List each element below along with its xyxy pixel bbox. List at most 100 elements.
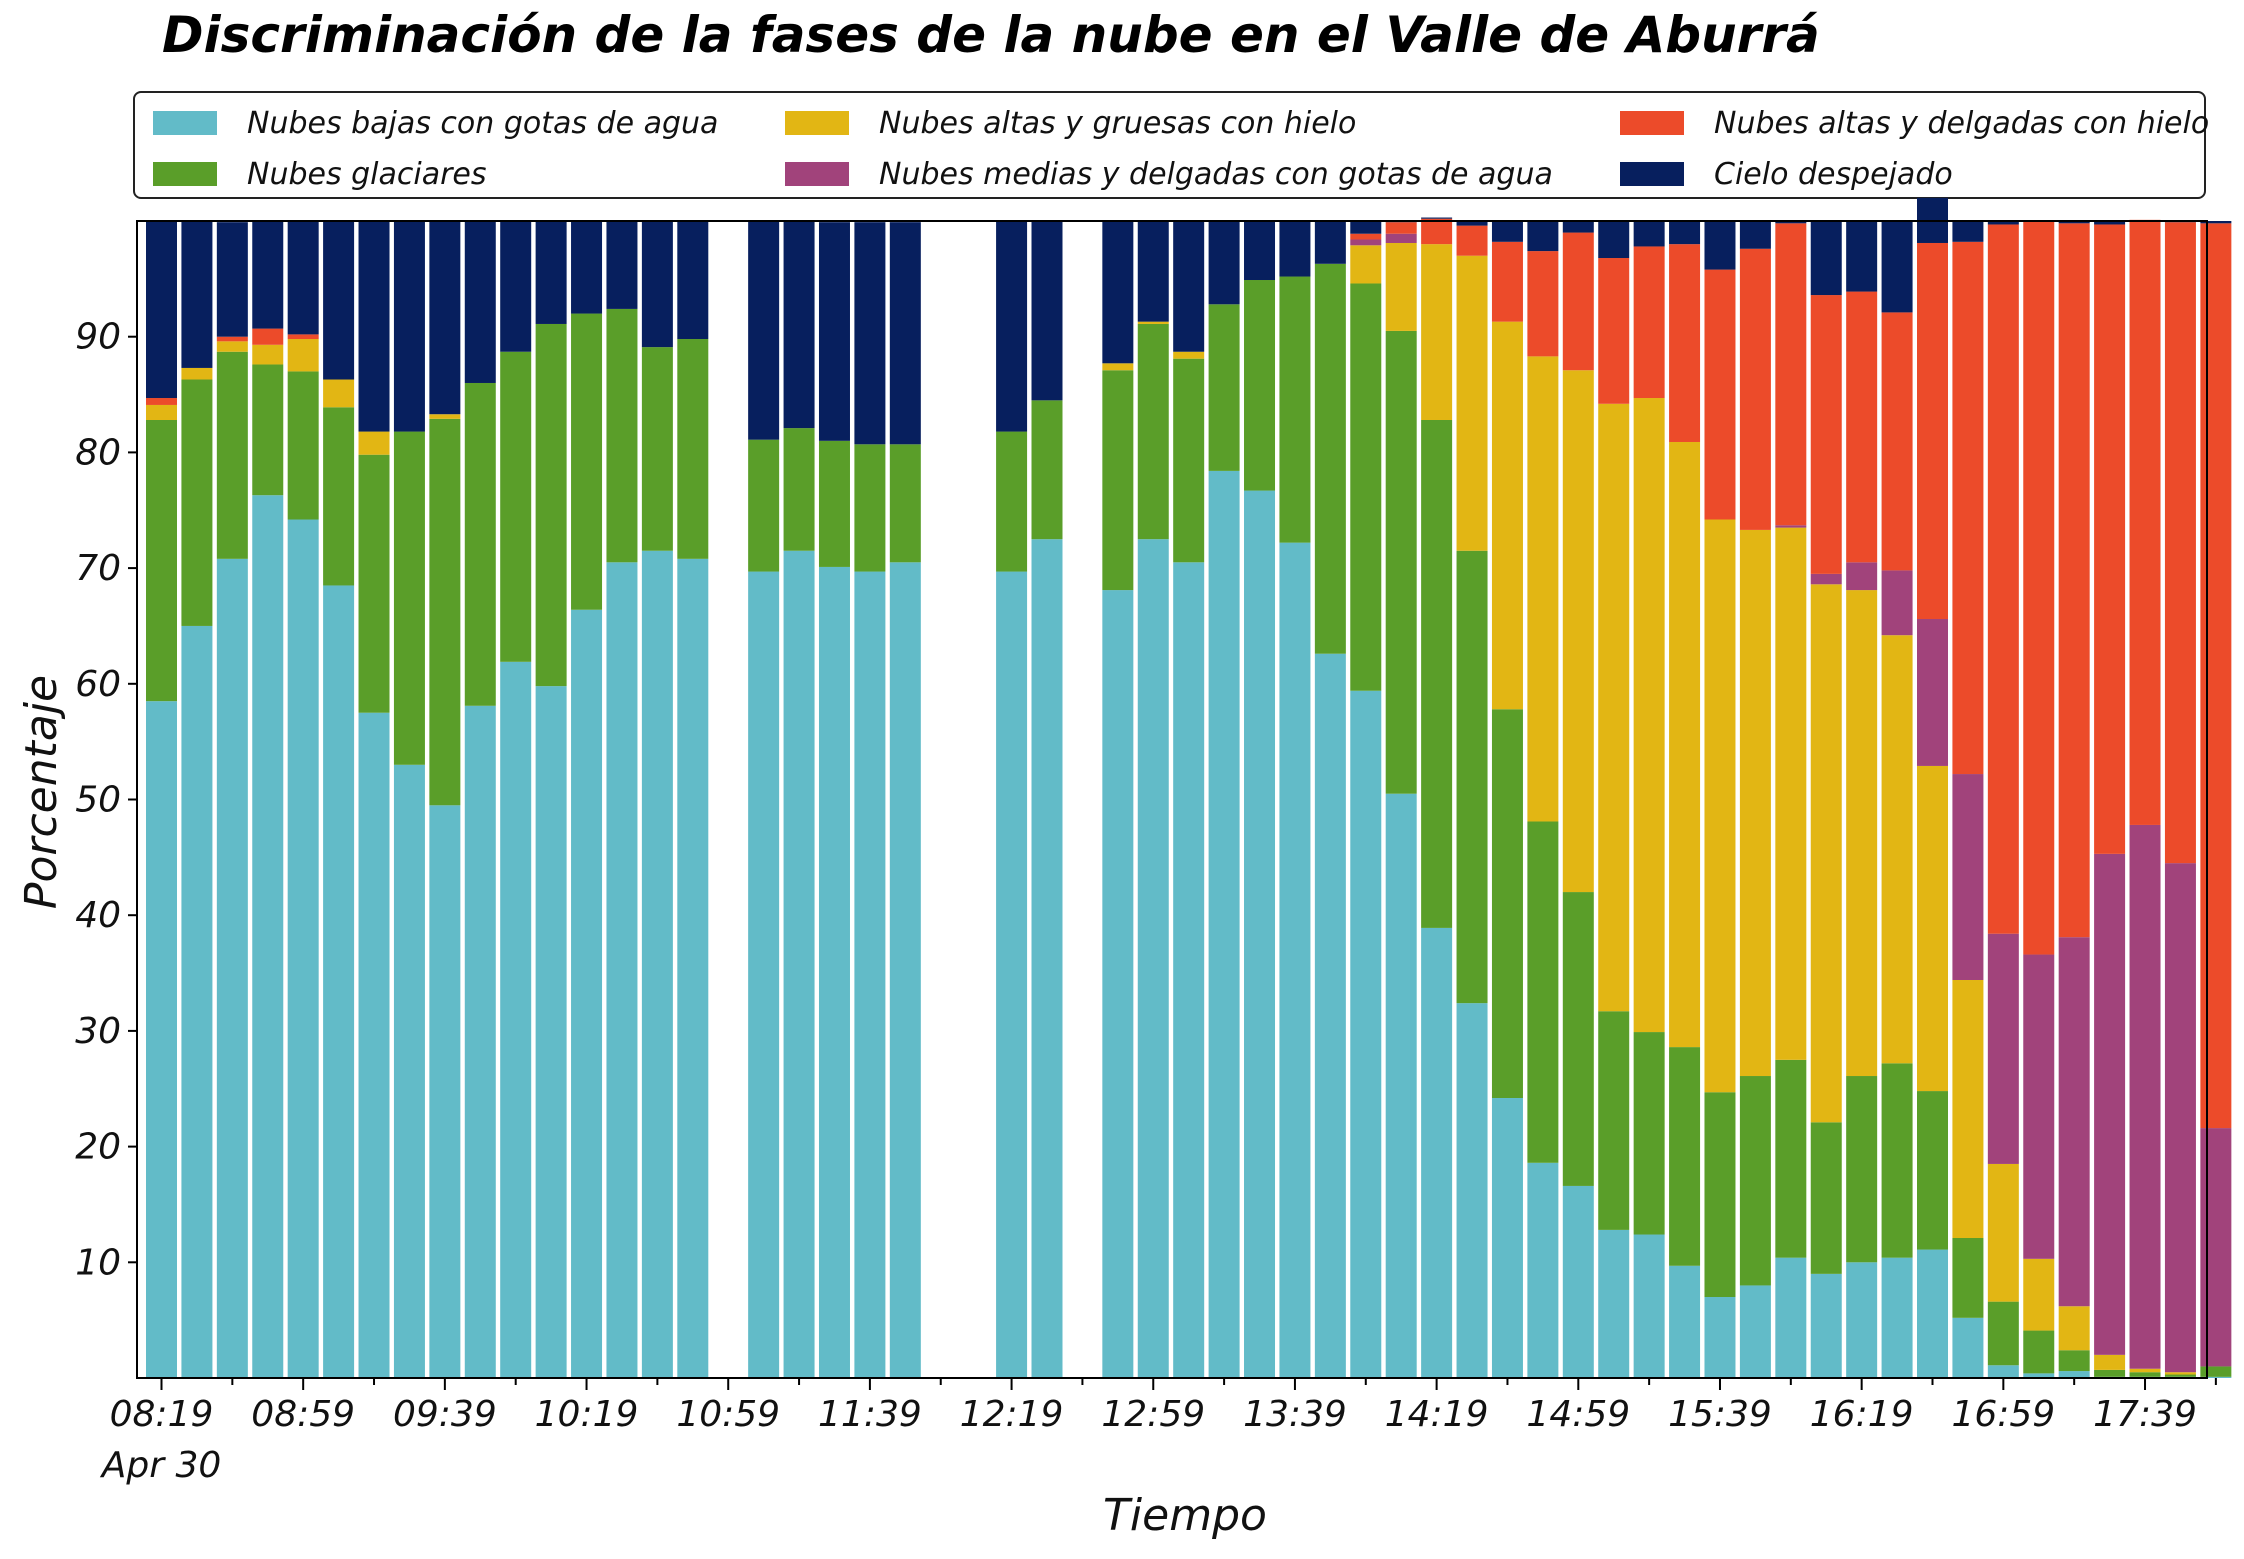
bar-segment xyxy=(252,364,284,496)
bar-segment xyxy=(146,398,177,405)
bar-segment xyxy=(252,221,284,329)
bar-segment xyxy=(1952,979,1984,1238)
bar-segment xyxy=(2164,1374,2196,1377)
bar-segment xyxy=(393,221,425,432)
x-tick-date-label: Apr 30 xyxy=(100,1445,222,1486)
bar-segment xyxy=(1244,490,1276,1379)
bar-segment xyxy=(1385,793,1417,1378)
bar-segment xyxy=(1881,221,1913,313)
bar-segment xyxy=(1527,1162,1559,1378)
bar-segment xyxy=(1102,370,1134,591)
bar-segment xyxy=(1810,1273,1842,1378)
bar-segment xyxy=(1704,269,1736,520)
bar-segment xyxy=(1846,291,1878,563)
bar-segment xyxy=(1739,529,1771,1077)
bar-segment xyxy=(2094,853,2126,1355)
bars-layer xyxy=(146,197,2232,1379)
bar-segment xyxy=(996,221,1028,432)
bar-segment xyxy=(464,221,496,383)
bar-segment xyxy=(1421,927,1453,1378)
bar-segment xyxy=(1421,218,1453,245)
bar-segment xyxy=(358,454,390,713)
bar-segment xyxy=(2129,824,2161,1369)
legend-label: Nubes altas y gruesas con hielo xyxy=(879,105,1357,141)
y-tick-label: 90 xyxy=(75,317,121,358)
bar-segment xyxy=(1350,221,1382,234)
legend-label: Nubes medias y delgadas con gotas de agu… xyxy=(879,156,1553,192)
legend-swatch xyxy=(785,111,849,135)
bar-segment xyxy=(2200,221,2232,224)
y-tick-label: 20 xyxy=(75,1127,121,1168)
bar-segment xyxy=(252,344,284,365)
bar-segment xyxy=(358,431,390,455)
bar-segment xyxy=(1917,1249,1948,1378)
bar-segment xyxy=(287,221,319,335)
bar-segment xyxy=(641,550,673,1378)
bar-segment xyxy=(818,440,850,567)
y-tick-label: 40 xyxy=(75,895,121,936)
bar-segment xyxy=(1491,321,1523,710)
legend-swatch xyxy=(153,111,217,135)
bar-segment xyxy=(358,712,390,1378)
bar-segment xyxy=(1456,1003,1488,1378)
x-tick-label: 09:39 xyxy=(393,1394,497,1435)
y-tick-label: 70 xyxy=(75,548,121,589)
bar-segment xyxy=(1987,221,2019,225)
bar-segment xyxy=(535,221,567,324)
bar-segment xyxy=(1350,233,1382,240)
y-axis-title: Porcentaje xyxy=(16,675,67,909)
bar-segment xyxy=(1562,221,1594,233)
bar-segment xyxy=(1598,1229,1630,1378)
bar-segment xyxy=(429,418,461,806)
chart-title: Discriminación de la fases de la nube en… xyxy=(162,6,1820,64)
bar-segment xyxy=(535,323,567,687)
bar-segment xyxy=(1314,653,1346,1378)
bar-segment xyxy=(1137,539,1169,1378)
bar-segment xyxy=(1031,400,1063,540)
bar-segment xyxy=(818,566,850,1378)
bar-segment xyxy=(2200,1128,2232,1367)
bar-segment xyxy=(1633,221,1665,247)
bar-segment xyxy=(2058,937,2090,1307)
bar-segment xyxy=(1385,233,1417,243)
bar-segment xyxy=(216,222,248,337)
bar-segment xyxy=(1739,248,1771,530)
bar-segment xyxy=(1456,255,1488,551)
bar-segment xyxy=(1173,358,1205,563)
bar-segment xyxy=(1987,1163,2019,1302)
bar-segment xyxy=(1491,1098,1523,1378)
bar-segment xyxy=(1704,221,1736,270)
bar-segment xyxy=(571,609,603,1378)
bar-segment xyxy=(1350,239,1382,246)
bar-segment xyxy=(216,351,248,559)
x-tick-label: 17:39 xyxy=(2093,1394,2197,1435)
bar-segment xyxy=(606,308,638,563)
bar-segment xyxy=(146,404,177,420)
bar-segment xyxy=(1881,1257,1913,1378)
bar-segment xyxy=(323,407,355,586)
bar-segment xyxy=(1917,1091,1948,1250)
x-tick-label: 16:19 xyxy=(1810,1394,1914,1435)
bar-segment xyxy=(1704,1092,1736,1298)
bar-segment xyxy=(2129,219,2161,825)
bar-segment xyxy=(1350,690,1382,1378)
bar-segment xyxy=(1846,221,1878,292)
legend-item: Cielo despejado xyxy=(1620,154,1953,194)
bar-segment xyxy=(2058,1350,2090,1372)
bar-segment xyxy=(1598,1011,1630,1230)
bar-segment xyxy=(996,571,1028,1378)
bar-segment xyxy=(216,558,248,1378)
bar-segment xyxy=(181,367,213,380)
bar-segment xyxy=(1350,283,1382,691)
bar-segment xyxy=(535,686,567,1378)
legend-swatch xyxy=(153,162,217,186)
bar-segment xyxy=(1952,774,1984,980)
bar-segment xyxy=(2129,1372,2161,1377)
bar-segment xyxy=(1102,363,1134,371)
bar-segment xyxy=(606,221,638,309)
bar-segment xyxy=(1633,246,1665,399)
bar-segment xyxy=(1421,420,1453,928)
bar-segment xyxy=(1775,527,1807,1060)
y-tick-label: 60 xyxy=(75,664,121,705)
x-tick-label: 12:59 xyxy=(1101,1394,1205,1435)
